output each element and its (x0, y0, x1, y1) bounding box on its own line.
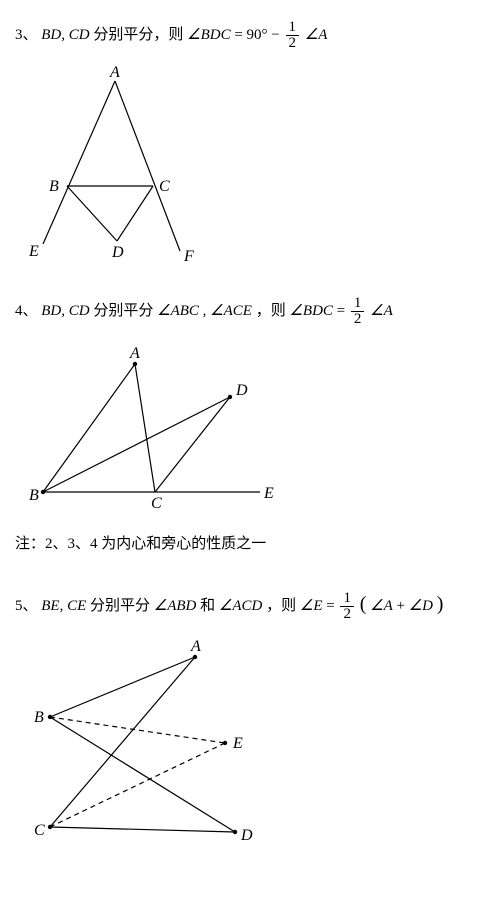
equals: = (326, 598, 338, 614)
item-number: 3、 (15, 27, 38, 43)
plus: + (397, 598, 409, 614)
svg-text:A: A (129, 345, 140, 362)
svg-text:A: A (190, 638, 201, 655)
svg-text:A: A (109, 66, 120, 81)
note-text: 注：2、3、4 为内心和旁心的性质之一 (15, 536, 266, 552)
fraction: 1 2 (340, 591, 354, 622)
angle-1: ∠ABC (157, 303, 199, 319)
fraction: 1 2 (351, 296, 365, 327)
angle-1: ∠ABD (154, 598, 197, 614)
numerator: 1 (340, 591, 354, 607)
diagram-4: B C E A D (25, 342, 485, 512)
angle-lhs: ∠BDC (289, 303, 332, 319)
text: 分别平分，则 (93, 27, 187, 43)
svg-text:F: F (183, 248, 194, 265)
problem-4-text: 4、 BD, CD 分别平分 ∠ABC , ∠ACE ，则 ∠BDC = 1 2… (15, 296, 485, 327)
numerator: 1 (351, 296, 365, 312)
angle-2: ∠ACE (210, 303, 252, 319)
lparen: ( (360, 593, 367, 615)
diagram-3: A B C E F D (25, 66, 485, 276)
angle-rhs: ∠A (305, 27, 328, 43)
angle-2: ∠ACD (219, 598, 262, 614)
svg-text:C: C (151, 495, 162, 512)
denominator: 2 (351, 312, 365, 327)
svg-text:D: D (111, 244, 124, 261)
svg-text:D: D (240, 827, 253, 844)
text: 分别平分 (90, 598, 154, 614)
svg-text:E: E (232, 735, 243, 752)
text: 分别平分 (93, 303, 157, 319)
svg-text:E: E (28, 243, 39, 260)
problem-5-text: 5、 BE, CE 分别平分 ∠ABD 和 ∠ACD ，则 ∠E = 1 2 (… (15, 588, 485, 622)
problem-3-text: 3、 BD, CD 分别平分，则 ∠BDC = 90° − 1 2 ∠A (15, 20, 485, 51)
segments: BD, CD (41, 303, 89, 319)
problem-3: 3、 BD, CD 分别平分，则 ∠BDC = 90° − 1 2 ∠A A B C… (15, 20, 485, 276)
angle-lhs: ∠BDC (187, 27, 230, 43)
item-number: 4、 (15, 303, 38, 319)
angle-rhs: ∠A (370, 303, 393, 319)
then: ，则 (266, 598, 300, 614)
sum-angle-1: ∠A (370, 598, 393, 614)
triangle-diagram-3: A B C E F D (25, 66, 205, 276)
svg-text:C: C (159, 178, 170, 195)
item-number: 5、 (15, 598, 38, 614)
svg-text:B: B (34, 709, 44, 726)
triangle-diagram-5: A B C D E (25, 637, 275, 857)
diagram-5: A B C D E (25, 637, 485, 857)
fraction: 1 2 (286, 20, 300, 51)
note: 注：2、3、4 为内心和旁心的性质之一 (15, 532, 485, 553)
problem-4: 4、 BD, CD 分别平分 ∠ABC , ∠ACE ，则 ∠BDC = 1 2… (15, 296, 485, 512)
numerator: 1 (286, 20, 300, 36)
equals: = (337, 303, 349, 319)
equals: = 90° − (234, 27, 283, 43)
sum-angle-2: ∠D (409, 598, 433, 614)
denominator: 2 (286, 36, 300, 51)
svg-text:C: C (34, 822, 45, 839)
angle-lhs: ∠E (300, 598, 323, 614)
svg-text:E: E (263, 485, 274, 502)
svg-text:B: B (49, 178, 59, 195)
denominator: 2 (340, 607, 354, 622)
then: ，则 (256, 303, 290, 319)
segments: BD, CD (41, 27, 89, 43)
segments: BE, CE (41, 598, 86, 614)
svg-text:D: D (235, 382, 248, 399)
triangle-diagram-4: B C E A D (25, 342, 285, 512)
svg-text:B: B (29, 487, 39, 504)
rparen: ) (437, 593, 444, 615)
problem-5: 5、 BE, CE 分别平分 ∠ABD 和 ∠ACD ，则 ∠E = 1 2 (… (15, 588, 485, 857)
and: 和 (200, 598, 219, 614)
